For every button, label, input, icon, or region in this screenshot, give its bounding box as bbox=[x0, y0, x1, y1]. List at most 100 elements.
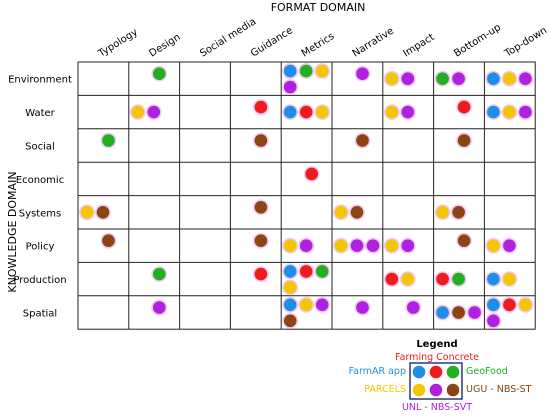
dot-geofood bbox=[436, 72, 449, 85]
dot-parcels bbox=[284, 281, 297, 294]
dot-unl-nbs-svt bbox=[300, 239, 313, 252]
dot-parcels bbox=[436, 206, 449, 219]
dot-unl-nbs-svt bbox=[452, 72, 465, 85]
legend-dot-parcels bbox=[413, 384, 426, 397]
dot-farming-concrete bbox=[503, 299, 516, 312]
dot-farming-concrete bbox=[436, 273, 449, 286]
dot-parcels bbox=[335, 206, 348, 219]
row-label-systems: Systems bbox=[19, 208, 62, 219]
dot-parcels bbox=[386, 106, 399, 119]
dot-farmar-app bbox=[284, 265, 297, 278]
dot-geofood bbox=[153, 67, 166, 80]
dot-parcels bbox=[386, 239, 399, 252]
dot-parcels bbox=[316, 106, 329, 119]
dot-unl-nbs-svt bbox=[367, 239, 380, 252]
dot-unl-nbs-svt bbox=[487, 315, 500, 328]
dot-ugu-nbs-st bbox=[458, 234, 471, 247]
dot-ugu-nbs-st bbox=[351, 206, 364, 219]
dot-parcels bbox=[316, 65, 329, 78]
dot-parcels bbox=[519, 299, 532, 312]
dot-farming-concrete bbox=[300, 106, 313, 119]
dot-farmar-app bbox=[487, 299, 500, 312]
legend-label-unl-nbs-svt: UNL - NBS-SVT bbox=[402, 402, 472, 413]
dot-unl-nbs-svt bbox=[402, 239, 415, 252]
dot-parcels bbox=[132, 106, 145, 119]
column-label-guidance: Guidance bbox=[249, 25, 295, 59]
legend-label-ugu-nbs-st: UGU - NBS-ST bbox=[466, 384, 532, 395]
legend-label-geofood: GeoFood bbox=[466, 366, 508, 377]
dot-farmar-app bbox=[284, 106, 297, 119]
dot-geofood bbox=[102, 134, 115, 147]
row-label-spatial: Spatial bbox=[23, 309, 57, 320]
legend-label-parcels: PARCELS bbox=[364, 384, 406, 395]
legend-label-farmar-app: FarmAR app bbox=[349, 366, 406, 377]
dot-ugu-nbs-st bbox=[97, 206, 110, 219]
dot-unl-nbs-svt bbox=[402, 106, 415, 119]
dot-unl-nbs-svt bbox=[468, 306, 481, 319]
dot-unl-nbs-svt bbox=[519, 106, 532, 119]
legend-dot-farmar-app bbox=[413, 366, 426, 379]
dot-ugu-nbs-st bbox=[452, 306, 465, 319]
dot-ugu-nbs-st bbox=[255, 234, 268, 247]
legend-dot-ugu-nbs-st bbox=[447, 384, 460, 397]
dot-farmar-app bbox=[487, 273, 500, 286]
dot-parcels bbox=[487, 239, 500, 252]
column-label-design: Design bbox=[147, 32, 182, 60]
column-label-bottom-up: Bottom-up bbox=[452, 22, 503, 59]
row-label-water: Water bbox=[25, 108, 55, 119]
row-label-policy: Policy bbox=[26, 242, 55, 253]
dot-parcels bbox=[81, 206, 94, 219]
dot-unl-nbs-svt bbox=[407, 301, 420, 314]
dot-farmar-app bbox=[487, 106, 500, 119]
row-label-environment: Environment bbox=[8, 75, 72, 86]
column-label-narrative: Narrative bbox=[351, 26, 396, 60]
dot-unl-nbs-svt bbox=[356, 67, 369, 80]
column-label-metrics: Metrics bbox=[300, 31, 337, 60]
dot-parcels bbox=[335, 239, 348, 252]
column-label-top-down: Top-down bbox=[502, 25, 549, 60]
dot-unl-nbs-svt bbox=[402, 72, 415, 85]
dot-unl-nbs-svt bbox=[351, 239, 364, 252]
dot-parcels bbox=[503, 72, 516, 85]
legend-title: Legend bbox=[416, 339, 457, 350]
legend-label-farming-concrete: Farming Concrete bbox=[395, 352, 479, 363]
dot-ugu-nbs-st bbox=[102, 234, 115, 247]
column-label-typology: Typology bbox=[96, 27, 140, 60]
dot-ugu-nbs-st bbox=[452, 206, 465, 219]
legend-dot-geofood bbox=[447, 366, 460, 379]
dot-parcels bbox=[503, 273, 516, 286]
column-label-impact: Impact bbox=[401, 32, 436, 60]
legend-dot-unl-nbs-svt bbox=[430, 384, 443, 397]
dot-farming-concrete bbox=[255, 268, 268, 281]
dot-farmar-app bbox=[436, 306, 449, 319]
column-label-social-media: Social media bbox=[198, 16, 258, 59]
dot-farmar-app bbox=[284, 65, 297, 78]
dot-unl-nbs-svt bbox=[356, 301, 369, 314]
dot-unl-nbs-svt bbox=[519, 72, 532, 85]
dot-ugu-nbs-st bbox=[458, 134, 471, 147]
dot-farming-concrete bbox=[300, 265, 313, 278]
dot-parcels bbox=[284, 239, 297, 252]
dot-unl-nbs-svt bbox=[316, 299, 329, 312]
dot-parcels bbox=[402, 273, 415, 286]
dot-geofood bbox=[153, 268, 166, 281]
dot-unl-nbs-svt bbox=[148, 106, 161, 119]
dot-farming-concrete bbox=[386, 273, 399, 286]
row-label-economic: Economic bbox=[16, 175, 64, 186]
row-label-production: Production bbox=[13, 275, 66, 286]
legend-dot-farming-concrete bbox=[430, 366, 443, 379]
dot-ugu-nbs-st bbox=[356, 134, 369, 147]
format-domain-title: FORMAT DOMAIN bbox=[271, 1, 366, 14]
dot-geofood bbox=[300, 65, 313, 78]
legend: Legend Farming Concrete FarmAR app GeoFood… bbox=[349, 339, 532, 413]
dot-unl-nbs-svt bbox=[503, 239, 516, 252]
dot-farming-concrete bbox=[255, 101, 268, 114]
dot-ugu-nbs-st bbox=[255, 201, 268, 214]
dot-unl-nbs-svt bbox=[153, 301, 166, 314]
dot-farming-concrete bbox=[305, 168, 318, 181]
row-label-social: Social bbox=[25, 142, 55, 153]
dot-geofood bbox=[452, 273, 465, 286]
